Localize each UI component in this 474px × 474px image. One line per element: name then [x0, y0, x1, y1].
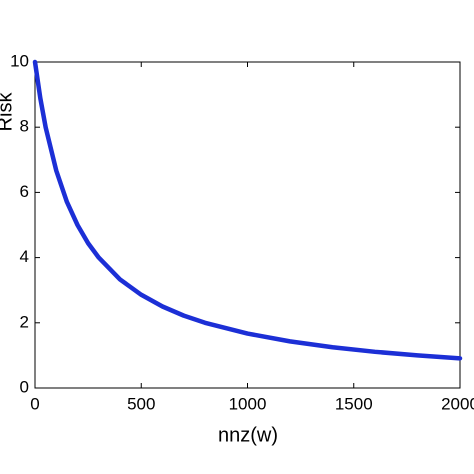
y-axis-label: Risk — [0, 92, 16, 132]
x-tick-label: 0 — [30, 394, 39, 413]
y-tick-label: 0 — [20, 377, 29, 396]
y-tick-label: 10 — [10, 51, 29, 70]
y-tick-label: 4 — [20, 247, 29, 266]
x-axis-label: nnz(w) — [218, 424, 278, 446]
x-tick-label: 1500 — [335, 394, 373, 413]
y-tick-label: 8 — [20, 117, 29, 136]
y-tick-label: 2 — [20, 312, 29, 331]
x-tick-label: 1000 — [229, 394, 267, 413]
y-tick-label: 6 — [20, 182, 29, 201]
x-tick-label: 2000 — [441, 394, 474, 413]
x-tick-label: 500 — [127, 394, 155, 413]
line — [32, 59, 463, 361]
plot-frame — [34, 61, 461, 389]
